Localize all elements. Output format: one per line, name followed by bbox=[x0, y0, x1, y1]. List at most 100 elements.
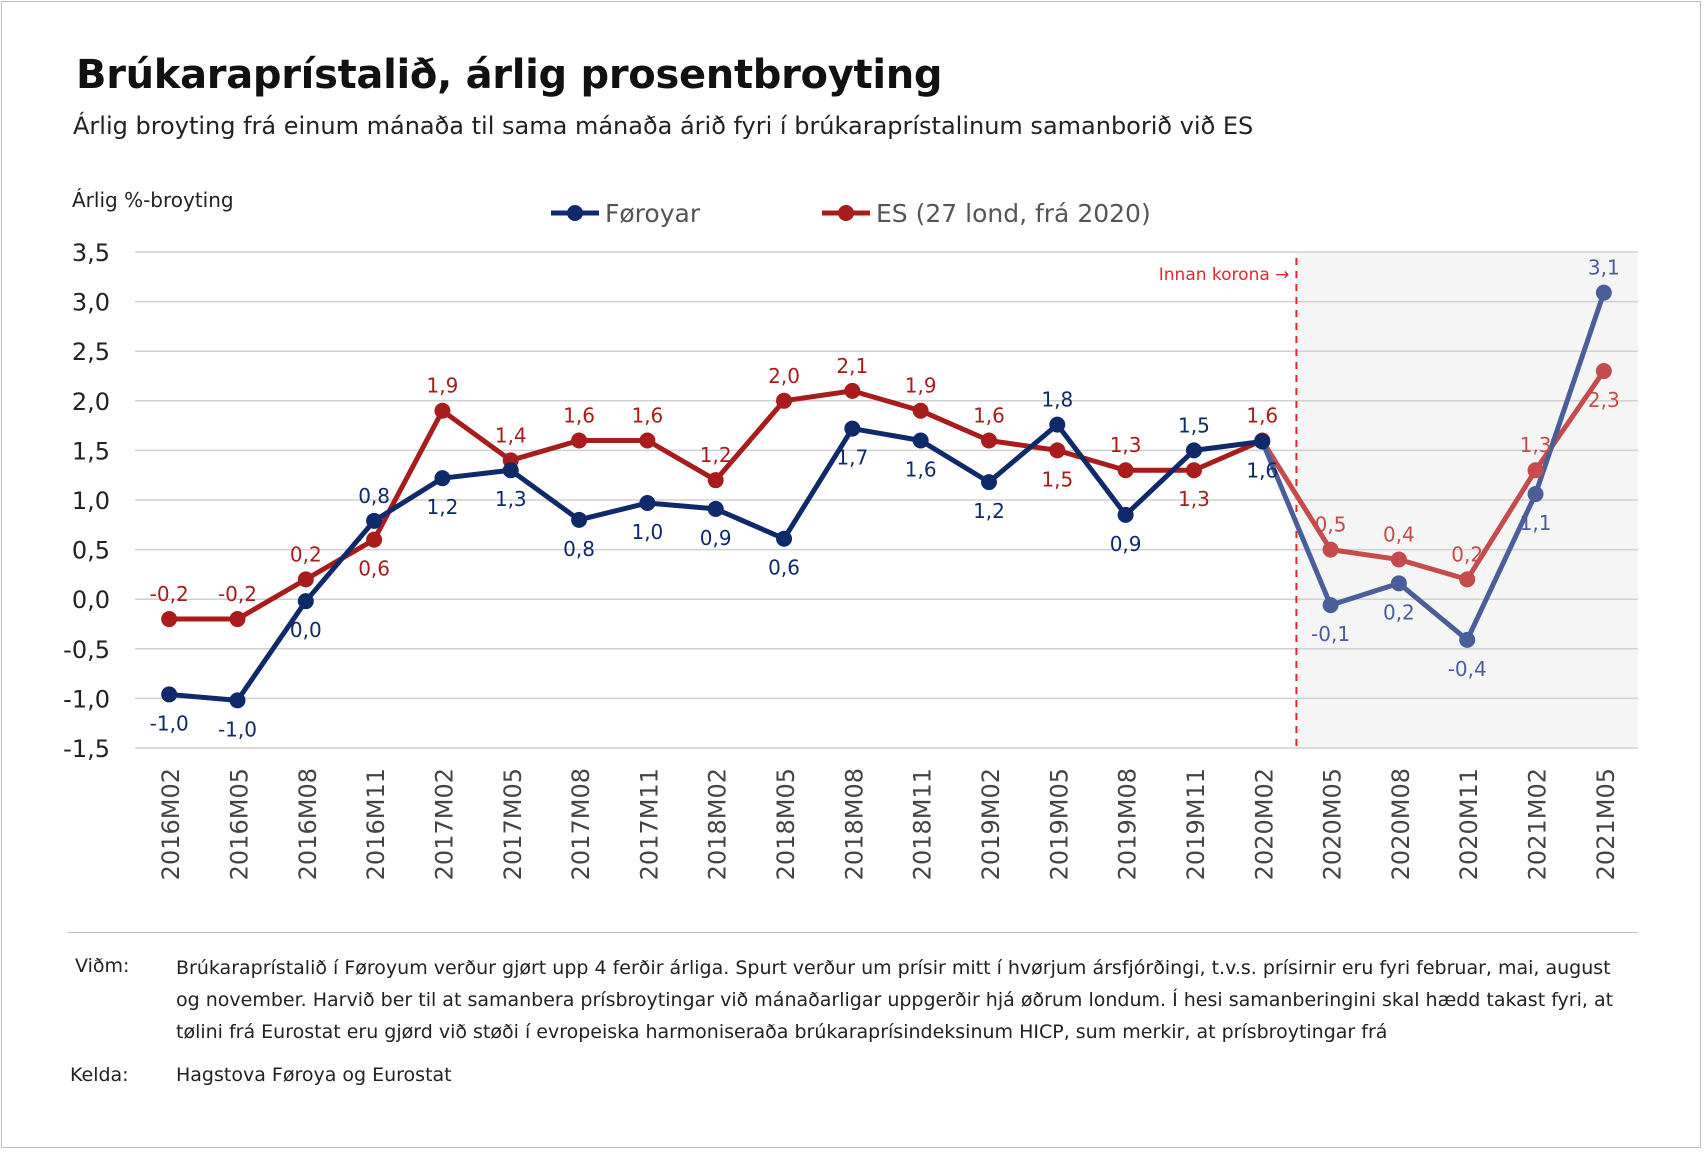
y-tick-label: 1,5 bbox=[72, 437, 110, 465]
faroe-point bbox=[571, 511, 588, 528]
eu-line-segment bbox=[1054, 447, 1129, 473]
faroe-data-label: 0,9 bbox=[700, 526, 732, 550]
faroe-data-label: -1,0 bbox=[150, 711, 189, 735]
eu-data-label: 1,4 bbox=[495, 423, 527, 447]
corona-label: Innan korona → bbox=[1159, 265, 1290, 285]
faroe-point bbox=[229, 692, 246, 709]
eu-point bbox=[639, 432, 656, 449]
eu-data-label: 0,5 bbox=[1315, 513, 1347, 537]
eu-point bbox=[844, 382, 861, 399]
x-tick-label: 2020M08 bbox=[1387, 768, 1415, 880]
faroe-point bbox=[776, 530, 793, 547]
eu-data-label: 0,2 bbox=[1451, 542, 1483, 566]
faroe-data-label: 0,2 bbox=[1383, 600, 1415, 624]
eu-point bbox=[1117, 462, 1134, 479]
eu-line-segment bbox=[781, 388, 855, 404]
x-tick-label: 2016M02 bbox=[157, 768, 185, 880]
line-chart: 3,5 3,0 2,5 2,0 1,5 1,0 0,5 0,0 -0,5 -1,0 -1,5 Árli… bbox=[63, 188, 1638, 880]
x-tick-label: 2019M02 bbox=[977, 768, 1005, 880]
eu-data-label: 0,6 bbox=[358, 557, 390, 581]
x-tick-label: 2020M11 bbox=[1455, 768, 1483, 880]
faroe-data-label: -1,0 bbox=[218, 717, 257, 741]
note-text: Brúkaraprístalið í Føroyum verður gjørt … bbox=[176, 957, 1614, 1043]
faroe-line-segment bbox=[849, 426, 924, 443]
eu-point bbox=[1527, 462, 1544, 479]
eu-point bbox=[571, 432, 588, 449]
x-tick-label: 2017M05 bbox=[499, 768, 527, 880]
y-tick-label: 3,0 bbox=[72, 289, 110, 317]
faroe-data-label: 1,2 bbox=[973, 499, 1005, 523]
faroe-line-segment bbox=[576, 500, 650, 523]
faroe-point bbox=[707, 500, 724, 517]
eu-point bbox=[366, 531, 383, 548]
y-tick-label: 1,0 bbox=[72, 487, 110, 515]
faroe-data-label: 0,8 bbox=[358, 484, 390, 508]
eu-line-segment bbox=[439, 408, 514, 463]
eu-point bbox=[161, 611, 178, 628]
faroe-line-segment bbox=[1054, 422, 1129, 518]
eu-data-label: -0,2 bbox=[218, 582, 257, 606]
eu-point bbox=[980, 432, 997, 449]
faroe-point bbox=[1049, 416, 1066, 433]
y-tick-label: 0,5 bbox=[72, 537, 110, 565]
y-axis-title: Árlig %-broyting bbox=[72, 188, 234, 212]
eu-point bbox=[229, 611, 246, 628]
faroe-line-segment bbox=[371, 475, 445, 524]
faroe-line-segment bbox=[644, 500, 719, 512]
x-tick-label: 2021M05 bbox=[1592, 768, 1620, 880]
eu-point bbox=[434, 402, 451, 419]
faroe-data-label: 1,0 bbox=[631, 520, 663, 544]
faroe-point bbox=[1527, 486, 1544, 503]
eu-line-segment bbox=[508, 437, 582, 463]
faroe-line-segment bbox=[918, 437, 992, 485]
eu-data-label: 2,0 bbox=[768, 364, 800, 388]
faroe-data-label: -0,4 bbox=[1448, 657, 1487, 681]
faroe-point bbox=[1322, 597, 1339, 614]
faroe-data-label: 1,7 bbox=[836, 446, 868, 470]
eu-line-segment bbox=[644, 437, 719, 483]
eu-point bbox=[912, 402, 929, 419]
eu-legend-label: ES (27 lond, frá 2020) bbox=[876, 199, 1151, 228]
faroe-data-label: 0,0 bbox=[290, 618, 322, 642]
eu-point bbox=[1185, 462, 1202, 479]
faroe-line-segment bbox=[234, 598, 309, 703]
x-tick-label: 2020M02 bbox=[1250, 768, 1278, 880]
x-tick-label: 2017M11 bbox=[635, 768, 663, 880]
faroe-data-label: 3,1 bbox=[1588, 256, 1620, 280]
faroe-point bbox=[639, 494, 656, 511]
y-tick-label: -1,0 bbox=[63, 685, 110, 713]
faroe-point bbox=[161, 686, 178, 703]
eu-line-segment bbox=[371, 408, 445, 543]
eu-data-label: 2,1 bbox=[836, 354, 868, 378]
faroe-point bbox=[297, 593, 314, 610]
faroe-data-label: 1,1 bbox=[1520, 511, 1552, 535]
eu-point bbox=[1459, 571, 1476, 588]
x-tick-label: 2017M02 bbox=[430, 768, 458, 880]
faroe-data-label: 1,3 bbox=[495, 487, 527, 511]
faroe-line-segment bbox=[508, 467, 582, 523]
faroe-point bbox=[1185, 442, 1202, 459]
faroe-line-segment bbox=[166, 691, 240, 703]
eu-line-segment bbox=[918, 408, 992, 443]
eu-point bbox=[1595, 363, 1612, 380]
faroe-line-segment bbox=[1191, 438, 1265, 453]
faroe-legend-label: Føroyar bbox=[605, 199, 701, 228]
eu-data-label: 1,6 bbox=[973, 403, 1005, 427]
faroe-point bbox=[980, 474, 997, 491]
faroe-line-segment bbox=[439, 467, 514, 481]
eu-point bbox=[1322, 541, 1339, 558]
faroe-point bbox=[1459, 631, 1476, 648]
eu-data-label: 2,3 bbox=[1588, 388, 1620, 412]
eu-point bbox=[707, 472, 724, 489]
faroe-line-segment bbox=[986, 422, 1060, 485]
y-tick-label: -0,5 bbox=[63, 636, 110, 664]
faroe-data-label: 1,6 bbox=[905, 457, 937, 481]
faroe-data-label: 0,8 bbox=[563, 537, 595, 561]
eu-data-label: 1,3 bbox=[1178, 487, 1210, 511]
faroe-line-segment bbox=[303, 518, 377, 604]
faroe-point bbox=[1117, 506, 1134, 523]
note-label: Viðm: bbox=[75, 955, 130, 977]
eu-data-label: 1,3 bbox=[1110, 433, 1142, 457]
faroe-data-label: 1,6 bbox=[1246, 458, 1278, 482]
faroe-point bbox=[502, 462, 519, 479]
